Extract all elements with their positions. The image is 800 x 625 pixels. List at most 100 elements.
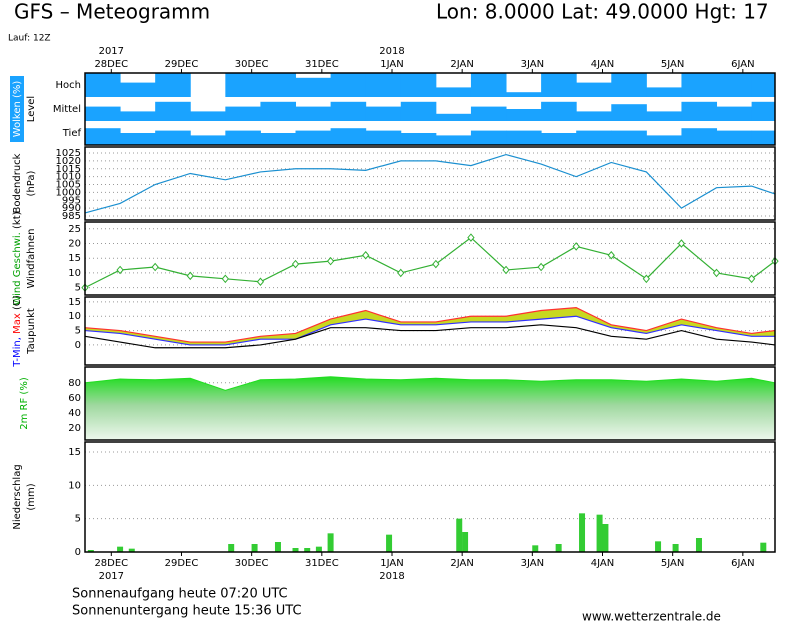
x-tick-label: 31DEC	[305, 558, 339, 569]
frame	[84, 72, 776, 146]
y-axis-label-part: Niederschlag	[12, 464, 23, 529]
bar	[251, 544, 258, 552]
line	[84, 324, 776, 349]
marker	[432, 259, 440, 269]
x-tick-label: 29DEC	[165, 59, 199, 70]
bar	[760, 542, 767, 552]
sunrise: Sonnenaufgang heute 07:20 UTC	[72, 587, 288, 602]
cloud-cell	[85, 73, 121, 97]
cloud-cell	[646, 111, 682, 121]
x-tick-label: 4JAN	[591, 59, 614, 70]
marker	[747, 274, 756, 284]
cloud-cell	[85, 106, 121, 121]
y-axis-label: (mm)	[26, 483, 37, 510]
cloud-cell	[611, 104, 647, 121]
x-tick-label: 5JAN	[661, 558, 684, 569]
panel: 0 5 10 15 T-Min, Max (C)Taupunkt	[12, 295, 776, 368]
cloud-cell	[365, 73, 402, 97]
bar	[602, 524, 609, 552]
y-tick-label: 995	[62, 195, 81, 206]
cloud-cell	[646, 135, 682, 145]
y-axis-label-part: Wolken (%)	[12, 81, 23, 138]
x-tick-label: 29DEC	[165, 558, 199, 569]
y-axis-label-part: Max	[12, 313, 23, 337]
line	[84, 153, 776, 214]
marker	[362, 250, 370, 260]
y-tick-label: 10	[68, 311, 81, 322]
bar	[87, 550, 94, 552]
cloud-cell	[611, 130, 647, 145]
x-tick-label: 3JAN	[521, 59, 544, 70]
bar	[117, 546, 124, 552]
cloud-cell	[260, 101, 297, 121]
y-tick-label: 1020	[56, 156, 81, 167]
cloud-cell	[716, 106, 753, 121]
bar	[327, 533, 334, 552]
cloud-cell	[435, 113, 472, 121]
panel: 20 40 60 80 2m RF (%)	[19, 366, 776, 441]
bar	[596, 514, 603, 552]
bar	[304, 548, 311, 552]
y-tick-label: 15	[68, 297, 81, 308]
cloud-cell	[681, 101, 718, 121]
cloud-cell	[435, 87, 472, 97]
cloud-cell	[365, 106, 402, 121]
y-tick-label: 1005	[56, 180, 81, 191]
cloud-cell	[225, 106, 261, 121]
x-tick-label: 30DEC	[235, 59, 269, 70]
y-axis-label-part: Taupunkt	[26, 308, 37, 355]
y-tick-label: 15	[68, 253, 81, 264]
y-tick-label: 1015	[56, 164, 81, 175]
frame	[84, 221, 776, 296]
y-axis-label-part: Bodendruck	[12, 153, 23, 213]
y-axis-label: 2m RF (%)	[19, 377, 30, 430]
cloud-cell	[751, 130, 776, 145]
y-axis-label: Wind Geschwi. (kt)	[12, 211, 23, 305]
marker	[467, 233, 475, 242]
x-tick-label: 31DEC	[305, 59, 339, 70]
frame	[84, 441, 776, 553]
y-axis-label: Taupunkt	[26, 308, 37, 355]
cloud-cell	[190, 135, 226, 145]
x-tick-label: 2JAN	[450, 558, 473, 569]
level-label: Tief	[62, 128, 82, 139]
marker	[151, 262, 159, 272]
y-tick-label: 25	[68, 224, 81, 235]
y-axis-label: Level	[26, 96, 37, 122]
y-tick-label: 1010	[56, 172, 81, 183]
y-axis-label: Niederschlag	[12, 464, 23, 529]
sunset: Sonnenuntergang heute 15:36 UTC	[72, 604, 302, 619]
run: Lauf: 12Z	[8, 34, 51, 44]
y-tick-label: 10	[68, 480, 81, 491]
cloud-cell	[295, 77, 332, 97]
cloud-cell	[365, 130, 402, 145]
cloud-cell	[435, 135, 472, 145]
x-tick-label: 6JAN	[731, 558, 754, 569]
cloud-cell	[225, 130, 261, 145]
bar	[555, 544, 562, 552]
line	[84, 376, 776, 391]
year-label: 2017	[99, 46, 124, 57]
y-tick-label: 0	[75, 547, 81, 558]
marker	[607, 250, 615, 260]
marker	[502, 265, 510, 275]
cloud-cell	[506, 109, 542, 121]
marker	[677, 239, 686, 248]
marker	[256, 277, 265, 287]
x-tick-label: 5JAN	[661, 59, 684, 70]
y-axis-label-part: Level	[26, 96, 37, 122]
y-axis-label-part: T-Min,	[12, 337, 23, 368]
bar	[274, 542, 281, 552]
panel: 0 5 10 15 28DEC 29DEC 30DEC 31DEC 1JAN 2JAN 3JAN 4J…	[12, 441, 776, 582]
frame	[84, 296, 776, 366]
panel: 28DEC 29DEC 30DEC 31DEC 1JAN 2JAN 3JAN 4JAN 5JAN…	[10, 46, 776, 146]
year-label: 2018	[379, 571, 404, 582]
y-axis-label-part: Wind Geschwi.	[12, 232, 23, 305]
cloud-cell	[506, 92, 542, 97]
cloud-cell	[576, 111, 612, 121]
bar	[292, 548, 299, 552]
bar	[462, 532, 469, 552]
source: www.wetterzentrale.de	[582, 610, 721, 624]
